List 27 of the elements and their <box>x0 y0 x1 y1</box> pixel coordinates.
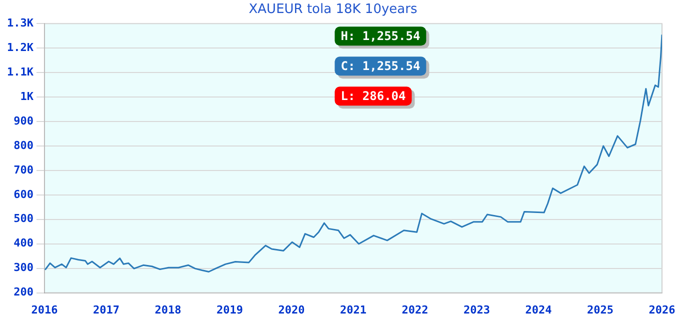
x-tick-label: 2020 <box>278 303 305 316</box>
y-tick-label: 1.3K <box>6 16 34 30</box>
x-tick-label: 2019 <box>216 303 243 316</box>
x-tick-label: 2017 <box>92 303 120 316</box>
y-tick-label: 200 <box>14 286 34 299</box>
y-tick-label: 700 <box>14 163 34 176</box>
y-tick-label: 400 <box>14 236 34 250</box>
x-tick-label: 2025 <box>587 303 614 316</box>
annotation: H: 1,255.54 <box>340 29 420 44</box>
y-tick-label: 1.2K <box>6 40 34 54</box>
y-tick-label: 900 <box>14 114 34 128</box>
x-tick-label: 2018 <box>154 303 182 316</box>
y-tick-label: 300 <box>14 261 34 274</box>
y-tick-label: 500 <box>14 212 34 226</box>
x-tick-label: 2022 <box>402 303 428 316</box>
y-tick-label: 1.1K <box>6 65 34 78</box>
x-tick-label: 2021 <box>340 303 367 316</box>
chart-title: XAUEUR tola 18K 10years <box>248 2 418 18</box>
x-tick-label: 2016 <box>31 303 58 316</box>
y-tick-label: 800 <box>14 138 34 152</box>
x-tick-label: 2026 <box>648 303 676 316</box>
x-tick-label: 2023 <box>463 303 490 316</box>
y-tick-label: 1K <box>20 90 34 103</box>
y-tick-label: 600 <box>14 188 34 201</box>
annotation: C: 1,255.54 <box>340 59 420 74</box>
x-tick-label: 2024 <box>525 303 552 316</box>
annotation: L: 286.04 <box>340 89 406 104</box>
